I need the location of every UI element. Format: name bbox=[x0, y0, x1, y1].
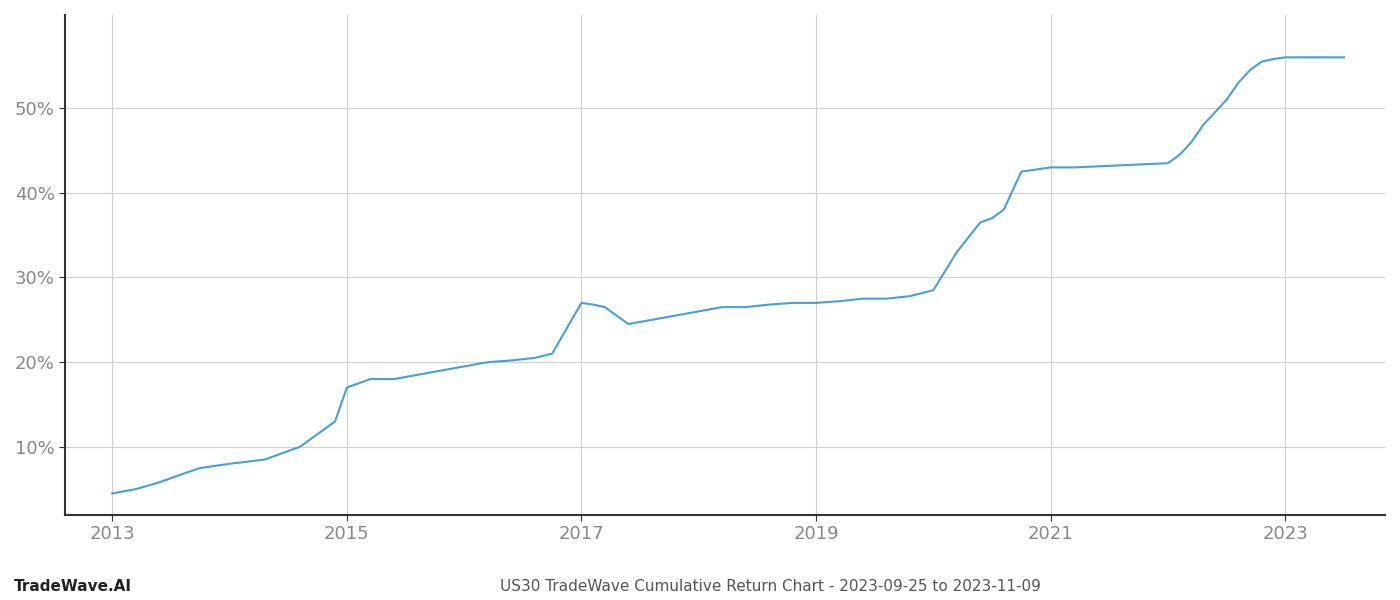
Text: US30 TradeWave Cumulative Return Chart - 2023-09-25 to 2023-11-09: US30 TradeWave Cumulative Return Chart -… bbox=[500, 579, 1040, 594]
Text: TradeWave.AI: TradeWave.AI bbox=[14, 579, 132, 594]
